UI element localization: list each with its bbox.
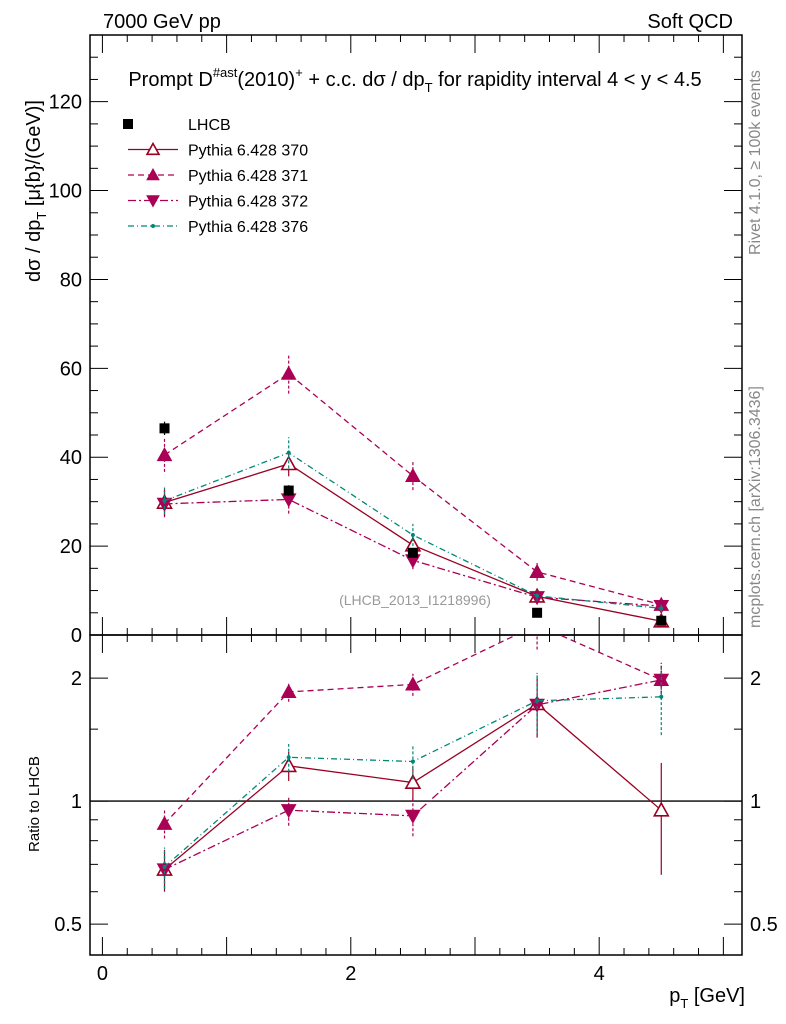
category-label: Soft QCD xyxy=(647,11,733,33)
title-sub: T xyxy=(425,80,433,95)
marker-triangle-up xyxy=(156,815,173,830)
ratio-tick-label-right: 2 xyxy=(750,668,761,690)
marker-square xyxy=(532,607,543,618)
marker-triangle-open xyxy=(404,773,422,789)
marker-square xyxy=(407,547,418,558)
legend-item-3: Pythia 6.428 376 xyxy=(128,219,308,236)
ratio-tick-label-right: 0.5 xyxy=(750,914,778,936)
marker-square xyxy=(283,485,294,496)
legend-label-lhcb: LHCB xyxy=(188,117,231,134)
main-series-group xyxy=(156,353,670,628)
marker-dot xyxy=(286,450,291,455)
ratio-tick-label-right: 1 xyxy=(750,791,761,813)
chart-title: Prompt D#ast(2010)+ + c.c. dσ / dpT for … xyxy=(128,65,701,95)
marker-square xyxy=(656,615,667,626)
title-rest: + c.c. dσ / dp xyxy=(303,69,425,91)
marker-dot xyxy=(286,755,291,760)
ratio-tick-label-left: 1 xyxy=(71,791,82,813)
marker-triangle-up xyxy=(280,365,297,380)
marker-triangle-up xyxy=(280,683,297,699)
legend-item-2: Pythia 6.428 372 xyxy=(128,194,308,211)
x-tick-label: 2 xyxy=(345,963,356,985)
title-sup1: #ast xyxy=(213,65,238,80)
marker-triangle-up xyxy=(405,676,421,691)
ratio-tick-label-left: 2 xyxy=(71,668,82,690)
marker-triangle-up xyxy=(156,446,173,462)
ratio-plot-frame xyxy=(89,634,743,956)
legend-item-0: Pythia 6.428 370 xyxy=(128,141,308,160)
marker-triangle-up xyxy=(530,618,544,631)
marker-dot xyxy=(410,759,415,764)
legend: LHCB Pythia 6.428 370 Pythia 6.428 371 Pyth… xyxy=(123,117,308,236)
marker-triangle-down xyxy=(405,809,421,824)
legend-item-1: Pythia 6.428 371 xyxy=(128,167,308,185)
ratio-tick-label-left: 0.5 xyxy=(54,914,82,936)
xlabel-main: p xyxy=(669,985,680,1007)
legend-item-lhcb: LHCB xyxy=(123,117,231,134)
title-suffix: for rapidity interval 4 < y < 4.5 xyxy=(433,69,702,91)
x-tick-label: 0 xyxy=(97,963,108,985)
marker-triangle-up xyxy=(405,467,421,482)
marker-triangle-down xyxy=(146,195,160,208)
y-tick-label: 60 xyxy=(60,358,82,380)
y-tick-label: 20 xyxy=(60,536,82,558)
y-tick-label: 120 xyxy=(49,92,82,114)
mcplots-label: mcplots.cern.ch [arXiv:1306.3436] xyxy=(747,386,764,628)
energy-label: 7000 GeV pp xyxy=(103,11,221,33)
y-axis-label: dσ / dpT [μ{b}/(GeV)] xyxy=(23,100,49,282)
marker-triangle-up xyxy=(529,563,545,578)
legend-label-1: Pythia 6.428 371 xyxy=(188,168,308,185)
title-prefix: Prompt D xyxy=(128,69,212,91)
marker-dot xyxy=(659,694,664,699)
marker-dot xyxy=(162,498,167,503)
marker-dot xyxy=(535,593,540,598)
marker-dot xyxy=(410,533,415,537)
legend-label-3: Pythia 6.428 376 xyxy=(188,219,308,236)
marker-triangle-up xyxy=(146,167,160,181)
legend-label-0: Pythia 6.428 370 xyxy=(188,143,308,160)
marker-dot xyxy=(535,698,540,703)
ratio-series-group xyxy=(156,618,670,892)
xlabel-sub: T xyxy=(680,996,688,1011)
xlabel-tail: [GeV] xyxy=(688,985,745,1007)
marker-triangle-open xyxy=(652,801,670,817)
ratio-y-axis-label: Ratio to LHCB xyxy=(26,756,43,852)
marker-dot xyxy=(659,606,664,611)
marker-square xyxy=(123,119,133,129)
y-tick-label: 100 xyxy=(49,181,82,203)
y-tick-label: 0 xyxy=(71,625,82,647)
marker-dot xyxy=(162,864,167,869)
marker-square xyxy=(159,423,170,434)
y-tick-label: 40 xyxy=(60,447,82,469)
ylabel-sub: T xyxy=(34,212,49,220)
marker-triangle-down xyxy=(156,863,173,878)
ylabel-tail: [μ{b}/(GeV)] xyxy=(23,100,45,212)
x-axis-label: pT [GeV] xyxy=(669,985,745,1011)
y-tick-label: 80 xyxy=(60,269,82,291)
legend-label-2: Pythia 6.428 372 xyxy=(188,194,308,211)
title-mid: (2010) xyxy=(237,69,295,91)
marker-dot xyxy=(151,224,155,228)
x-tick-label: 4 xyxy=(594,963,605,985)
ylabel-main: dσ / dp xyxy=(23,220,45,282)
series-layer xyxy=(156,353,670,892)
analysis-watermark: (LHCB_2013_I1218996) xyxy=(339,592,491,608)
rivet-label: Rivet 4.1.0, ≥ 100k events xyxy=(747,70,764,255)
marker-triangle-down xyxy=(280,804,297,819)
title-sup2: + xyxy=(295,65,303,80)
marker-triangle-open xyxy=(145,141,161,156)
